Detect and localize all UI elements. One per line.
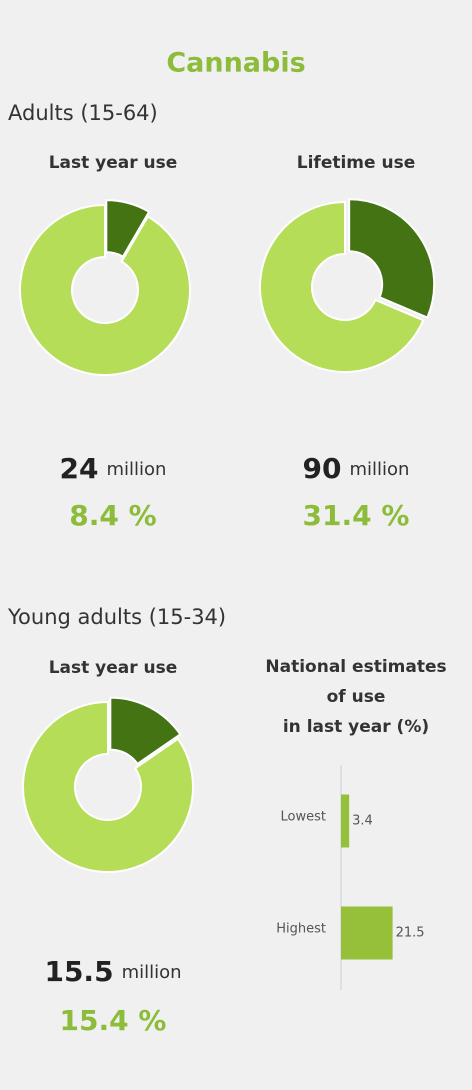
donut-slice (105, 199, 151, 259)
count-unit: million (122, 962, 182, 983)
count-label: 15.5 million (44, 955, 181, 988)
donut-slice (22, 700, 194, 873)
chart-title: Lifetime use (297, 153, 415, 173)
value-label: 21.5 (396, 926, 425, 941)
count-unit: million (350, 459, 410, 480)
count-unit: million (107, 459, 167, 480)
category-label: Lowest (281, 810, 326, 825)
donut-slice (19, 203, 191, 376)
count-value: 15.5 (44, 955, 113, 988)
bar (341, 794, 350, 848)
percent-label: 15.4 % (60, 1004, 167, 1037)
donut-slice (259, 200, 425, 373)
percent-label: 31.4 % (303, 499, 410, 532)
chart-title: National estimates (265, 657, 446, 677)
section-heading: Adults (15-64) (8, 101, 158, 125)
donut-slice (109, 696, 182, 766)
chart-title: Last year use (49, 153, 178, 173)
bar (341, 906, 393, 960)
chart-title: Last year use (49, 658, 178, 678)
category-label: Highest (276, 922, 326, 937)
percent-label: 8.4 % (69, 499, 156, 532)
value-label: 3.4 (352, 814, 373, 829)
donut-slice (348, 198, 436, 319)
chart-title: in last year (%) (283, 717, 429, 737)
chart-title: of use (327, 687, 386, 707)
count-value: 24 (60, 452, 99, 485)
count-label: 24 million (60, 452, 167, 485)
section-heading: Young adults (15-34) (7, 605, 226, 629)
count-label: 90 million (303, 452, 410, 485)
count-value: 90 (303, 452, 342, 485)
page-title: Cannabis (166, 48, 305, 79)
